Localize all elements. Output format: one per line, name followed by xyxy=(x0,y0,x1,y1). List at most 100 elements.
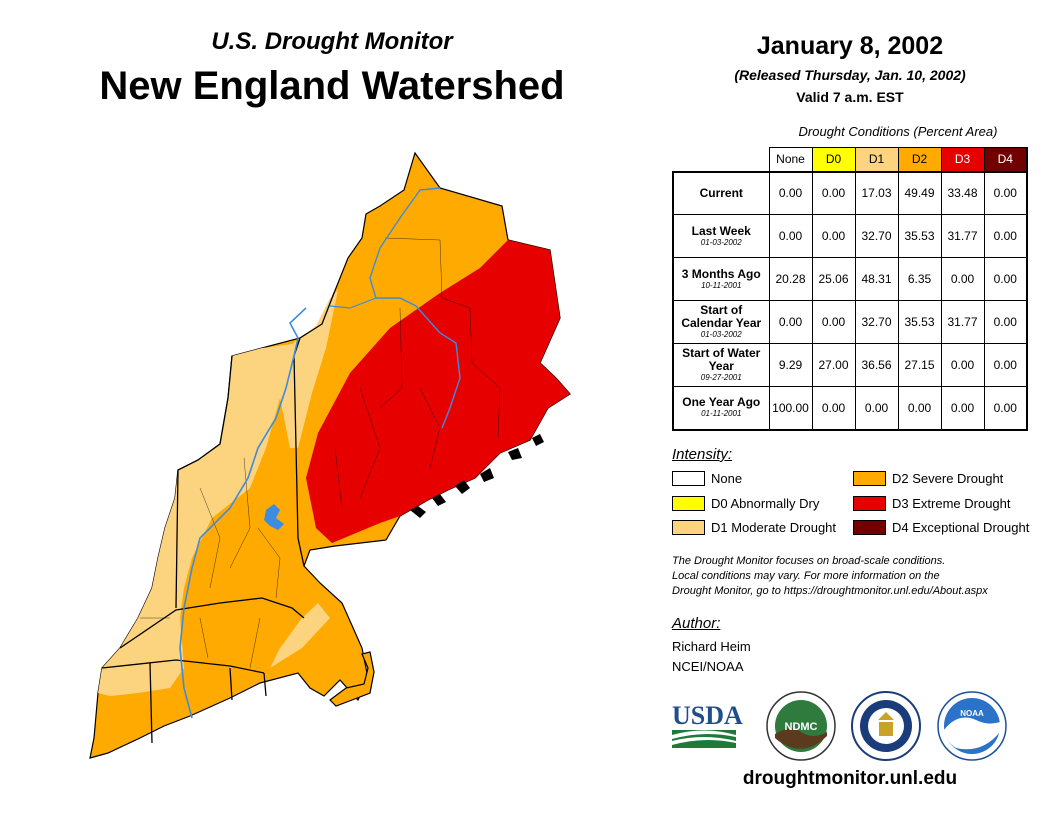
legend-swatch xyxy=(853,471,886,486)
table-cell: 0.00 xyxy=(811,386,856,431)
website-url: droughtmonitor.unl.edu xyxy=(742,768,958,789)
table-row: Start of Calendar Year 01-03-2002 0.00 0.… xyxy=(672,300,1028,344)
legend-title: Intensity: xyxy=(672,446,733,463)
usda-logo-icon: USDA xyxy=(672,701,743,748)
legend-label: D0 Abnormally Dry xyxy=(711,496,820,511)
legend-item-d3: D3 Extreme Drought xyxy=(853,496,1011,511)
legend-item-d4: D4 Exceptional Drought xyxy=(853,520,1029,535)
col-d1: D1 xyxy=(854,147,899,172)
note-line: Local conditions may vary. For more info… xyxy=(672,570,940,582)
lake-icon xyxy=(264,504,284,530)
table-cell: 0.00 xyxy=(897,386,942,431)
agency-logos: USDA NDMC NOAA xyxy=(672,691,1007,761)
row-label: Start of Water Year 09-27-2001 xyxy=(672,343,770,387)
table-cell: 100.00 xyxy=(768,386,813,431)
author-org: NCEI/NOAA xyxy=(672,659,744,674)
table-cell: 0.00 xyxy=(983,170,1028,215)
table-cell: 0.00 xyxy=(940,386,985,431)
table-cell: 32.70 xyxy=(854,300,899,344)
table-cell: 9.29 xyxy=(768,343,813,387)
table-cell: 48.31 xyxy=(854,257,899,301)
table-cell: 0.00 xyxy=(811,170,856,215)
legend-label: D2 Severe Drought xyxy=(892,471,1004,486)
table-cell: 0.00 xyxy=(940,343,985,387)
noaa-logo-icon: NOAA xyxy=(937,691,1007,761)
svg-text:NOAA: NOAA xyxy=(960,709,984,718)
cape-cod xyxy=(329,651,375,707)
legend-item-d2: D2 Severe Drought xyxy=(853,471,1003,486)
table-caption: Drought Conditions (Percent Area) xyxy=(798,124,998,139)
row-label: Last Week 01-03-2002 xyxy=(672,214,770,258)
table-header-row: None D0 D1 D2 D3 D4 xyxy=(673,147,1028,172)
region-d1-north xyxy=(280,290,338,448)
drought-conditions-table: None D0 D1 D2 D3 D4 Current 0.00 0.00 17… xyxy=(672,147,1028,431)
row-label: Current xyxy=(672,170,770,215)
row-label: One Year Ago 01-11-2001 xyxy=(672,386,770,431)
legend-label: D4 Exceptional Drought xyxy=(892,520,1030,535)
legend-item-d1: D1 Moderate Drought xyxy=(672,520,836,535)
col-none: None xyxy=(768,147,813,172)
table-cell: 20.28 xyxy=(768,257,813,301)
table-cell: 31.77 xyxy=(940,214,985,258)
connecticut-river xyxy=(179,307,307,719)
table-corner xyxy=(673,148,769,172)
valid-time: Valid 7 a.m. EST xyxy=(796,89,904,105)
legend-label: D3 Extreme Drought xyxy=(892,496,1011,511)
legend-swatch xyxy=(853,520,886,535)
legend-label: D1 Moderate Drought xyxy=(711,520,837,535)
legend-swatch xyxy=(672,471,705,486)
legend-swatch xyxy=(853,496,886,511)
row-date: 10-11-2001 xyxy=(701,280,742,290)
table-cell: 33.48 xyxy=(940,170,985,215)
author-heading: Author: xyxy=(672,615,721,632)
legend-item-d0: D0 Abnormally Dry xyxy=(672,496,819,511)
table-cell: 36.56 xyxy=(854,343,899,387)
table-cell: 0.00 xyxy=(940,257,985,301)
col-d0: D0 xyxy=(811,147,856,172)
table-cell: 49.49 xyxy=(897,170,942,215)
table-cell: 0.00 xyxy=(983,214,1028,258)
table-cell: 6.35 xyxy=(897,257,942,301)
state-boundaries xyxy=(101,292,335,744)
table-cell: 32.70 xyxy=(854,214,899,258)
row-label: Start of Calendar Year 01-03-2002 xyxy=(672,300,770,344)
table-cell: 35.53 xyxy=(897,214,942,258)
table-row: Current 0.00 0.00 17.03 49.49 33.48 0.00 xyxy=(672,170,1028,215)
table-row: 3 Months Ago 10-11-2001 20.28 25.06 48.31… xyxy=(672,257,1028,301)
penobscot-river xyxy=(369,187,461,429)
region-d1-coast xyxy=(270,603,330,668)
table-cell: 35.53 xyxy=(897,300,942,344)
row-date: 01-03-2002 xyxy=(700,237,742,247)
table-row: Last Week 01-03-2002 0.00 0.00 32.70 35.5… xyxy=(672,214,1028,258)
table-cell: 31.77 xyxy=(940,300,985,344)
table-cell: 0.00 xyxy=(768,300,813,344)
author-name: Richard Heim xyxy=(672,639,751,654)
row-date: 01-03-2002 xyxy=(700,330,742,339)
map-subtitle: U.S. Drought Monitor xyxy=(211,28,453,55)
map-title: New England Watershed xyxy=(99,64,565,108)
doc-seal-icon xyxy=(851,691,921,761)
table-row: One Year Ago 01-11-2001 100.00 0.00 0.00 … xyxy=(672,386,1028,431)
svg-text:NDMC: NDMC xyxy=(785,721,818,733)
region-d1 xyxy=(98,344,294,696)
table-cell: 0.00 xyxy=(983,343,1028,387)
new-england-drought-map xyxy=(89,151,571,759)
county-lines xyxy=(140,237,501,669)
table-cell: 0.00 xyxy=(983,386,1028,431)
row-date: 01-11-2001 xyxy=(701,409,742,419)
legend-item-none: None xyxy=(672,471,742,486)
author-info: Richard Heim NCEI/NOAA xyxy=(672,637,751,677)
legend-label: None xyxy=(711,471,743,486)
legend-swatch xyxy=(672,496,705,511)
note-line: The Drought Monitor focuses on broad-sca… xyxy=(672,555,946,567)
table-cell: 17.03 xyxy=(854,170,899,215)
note-line: Drought Monitor, go to https://droughtmo… xyxy=(672,585,988,597)
table-cell: 0.00 xyxy=(983,257,1028,301)
table-cell: 0.00 xyxy=(768,214,813,258)
table-cell: 25.06 xyxy=(811,257,856,301)
row-label: 3 Months Ago 10-11-2001 xyxy=(672,257,770,301)
table-row: Start of Water Year 09-27-2001 9.29 27.00… xyxy=(672,343,1028,387)
map-date: January 8, 2002 xyxy=(756,32,944,60)
table-cell: 0.00 xyxy=(768,170,813,215)
table-cell: 27.00 xyxy=(811,343,856,387)
